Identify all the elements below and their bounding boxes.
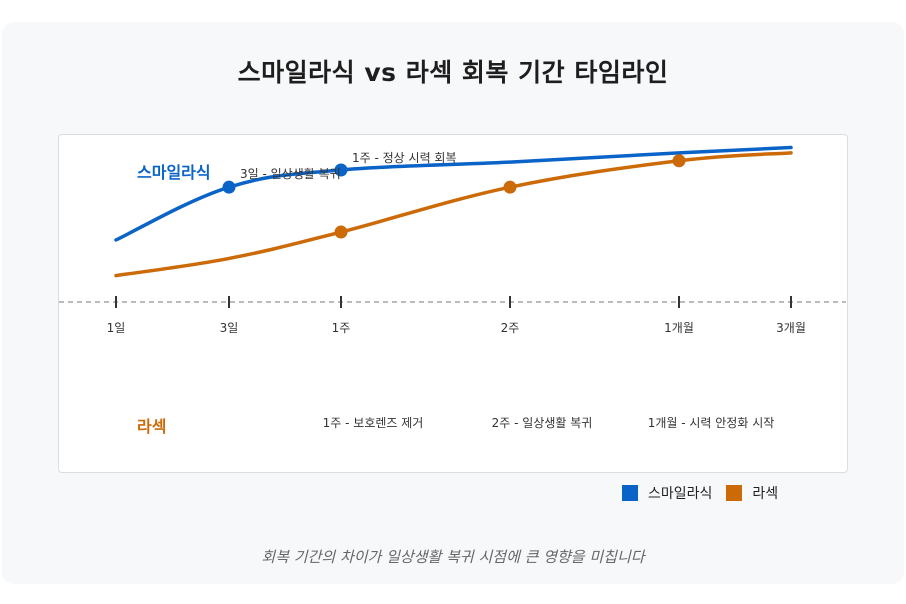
chart-title: 스마일라식 vs 라섹 회복 기간 타임라인: [237, 58, 669, 87]
milestone-point: [672, 154, 686, 168]
chart-caption: 회복 기간의 차이가 일상생활 복귀 시점에 큰 영향을 미칩니다: [261, 548, 645, 566]
series-line: [114, 151, 793, 278]
series-line: [114, 145, 793, 242]
milestone-label: 1주 - 보호렌즈 제거: [323, 416, 424, 430]
milestone-point: [503, 180, 517, 194]
milestone-label: 1개월 - 시력 안정화 시작: [648, 416, 775, 430]
tick-label: 3개월: [776, 321, 806, 335]
legend: 스마일라식 라섹: [622, 483, 786, 503]
legend-swatch-lasek: [726, 485, 743, 501]
milestone-label: 2주 - 일상생활 복귀: [492, 416, 593, 430]
tick-label: 1개월: [664, 321, 694, 335]
timeline-panel: [58, 134, 848, 473]
legend-label-lasek: 라섹: [752, 486, 779, 502]
tick-label: 2주: [501, 321, 520, 335]
tick-label: 1일: [107, 321, 126, 335]
legend-item-smile[interactable]: 스마일라식: [622, 483, 712, 503]
tick-label: 3일: [220, 321, 239, 335]
tick-label: 1주: [332, 321, 351, 335]
milestone-point: [334, 225, 348, 239]
legend-label-smile: 스마일라식: [648, 486, 713, 502]
legend-item-lasek[interactable]: 라섹: [726, 483, 778, 503]
milestone-point: [222, 180, 236, 194]
milestone-label: 3일 - 일상생활 복귀: [240, 167, 341, 181]
series-label-lasek: 라섹: [137, 417, 166, 436]
milestone-point: [334, 163, 348, 177]
legend-swatch-smile: [622, 485, 638, 501]
milestone-label: 1주 - 정상 시력 회복: [352, 151, 457, 165]
series-label-smile: 스마일라식: [137, 163, 211, 182]
